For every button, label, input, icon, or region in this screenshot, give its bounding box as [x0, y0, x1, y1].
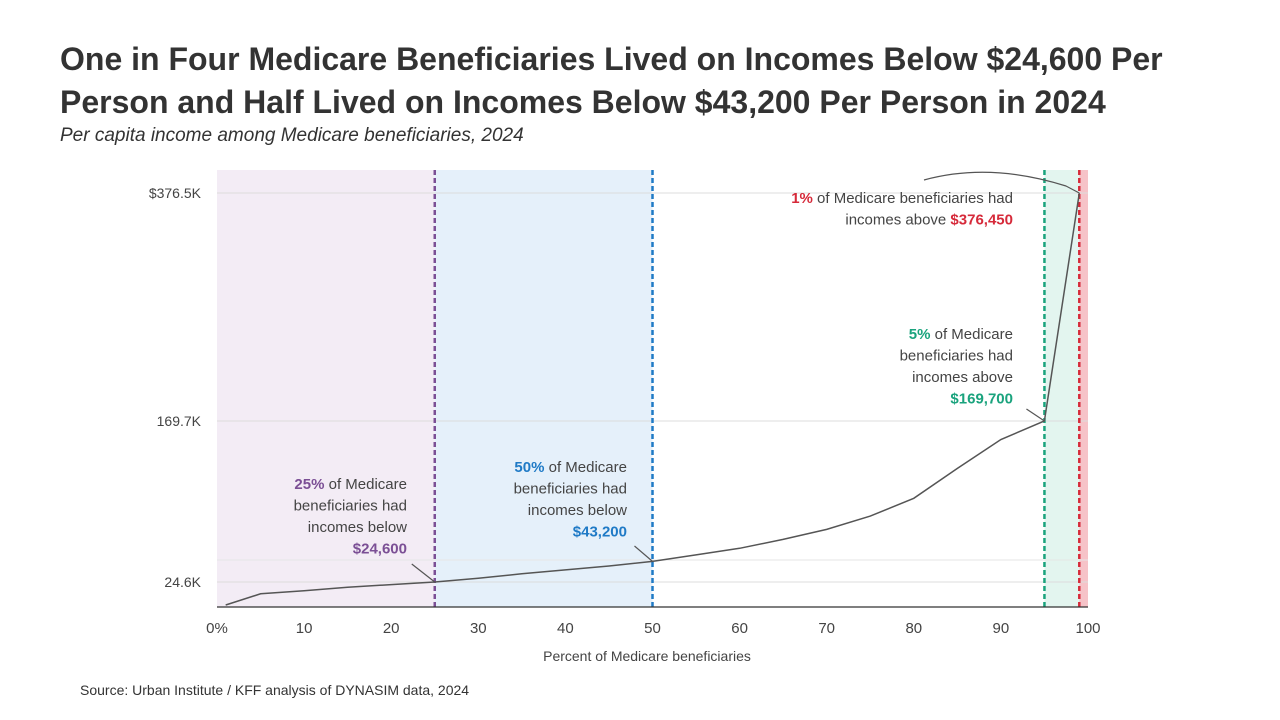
y-tick-label: 169.7K	[157, 413, 202, 429]
x-tick-label: 70	[818, 620, 835, 637]
annotation-text: incomes below	[528, 502, 627, 519]
chart-title: One in Four Medicare Beneficiaries Lived…	[60, 41, 1163, 120]
x-tick-label: 100	[1075, 620, 1100, 637]
x-tick-label: 10	[296, 620, 313, 637]
y-tick-label: $376.5K	[149, 185, 202, 201]
annotation-highlight: 1%	[791, 190, 813, 207]
chart-subtitle: Per capita income among Medicare benefic…	[60, 125, 524, 146]
annotations: 25% of Medicare beneficiaries had incomes …	[294, 190, 1013, 558]
leader-p50	[634, 545, 653, 562]
x-tick-label: 0%	[206, 620, 228, 637]
leader-p25	[411, 563, 436, 583]
x-tick-label: 50	[644, 620, 661, 637]
x-tick-label: 30	[470, 620, 487, 637]
annotation-text: of Medicare	[324, 476, 407, 493]
x-axis-ticks: 0% 10 20 30 40 50 60 70 80 90 100	[206, 620, 1100, 637]
annotation-highlight: $169,700	[950, 391, 1013, 408]
annotation-p50: 50% of Medicare beneficiaries had incomes …	[514, 459, 628, 541]
annotation-highlight: 25%	[294, 476, 324, 493]
source-note: Source: Urban Institute / KFF analysis o…	[80, 682, 470, 698]
y-tick-label: 24.6K	[164, 574, 201, 590]
annotation-text: beneficiaries had	[294, 498, 407, 515]
x-axis-label: Percent of Medicare beneficiaries	[543, 648, 751, 664]
band-2	[1044, 170, 1080, 607]
leader-p99	[923, 171, 1080, 194]
x-tick-label: 60	[731, 620, 748, 637]
annotation-text: beneficiaries had	[900, 348, 1013, 365]
annotation-text: incomes above	[845, 212, 950, 229]
band-1	[434, 170, 653, 607]
annotation-p99: 1% of Medicare beneficiaries had incomes …	[791, 190, 1013, 229]
annotation-leaders	[411, 171, 1080, 583]
annotation-highlight: $24,600	[353, 541, 407, 558]
reference-lines	[433, 170, 1081, 607]
x-tick-label: 40	[557, 620, 574, 637]
x-tick-label: 80	[905, 620, 922, 637]
annotation-highlight: $43,200	[573, 524, 627, 541]
annotation-text: incomes below	[308, 519, 407, 536]
x-tick-label: 90	[993, 620, 1010, 637]
annotation-text: of Medicare beneficiaries had	[813, 190, 1013, 207]
annotation-text: of Medicare	[544, 459, 627, 476]
annotation-p25: 25% of Medicare beneficiaries had incomes …	[294, 476, 408, 558]
annotation-text: of Medicare	[930, 326, 1013, 343]
annotation-p95: 5% of Medicare beneficiaries had incomes a…	[900, 326, 1013, 408]
shaded-bands	[217, 170, 1088, 607]
income-series	[225, 192, 1081, 606]
annotation-highlight: $376,450	[950, 212, 1013, 229]
y-axis-ticks: 24.6K 169.7K $376.5K	[149, 185, 202, 590]
annotation-text: incomes above	[912, 369, 1013, 386]
band-3	[1079, 170, 1088, 607]
leader-p95	[1026, 408, 1045, 422]
annotation-text: beneficiaries had	[514, 481, 627, 498]
annotation-highlight: 5%	[909, 326, 931, 343]
x-tick-label: 20	[383, 620, 400, 637]
band-0	[217, 170, 435, 607]
annotation-highlight: 50%	[514, 459, 544, 476]
